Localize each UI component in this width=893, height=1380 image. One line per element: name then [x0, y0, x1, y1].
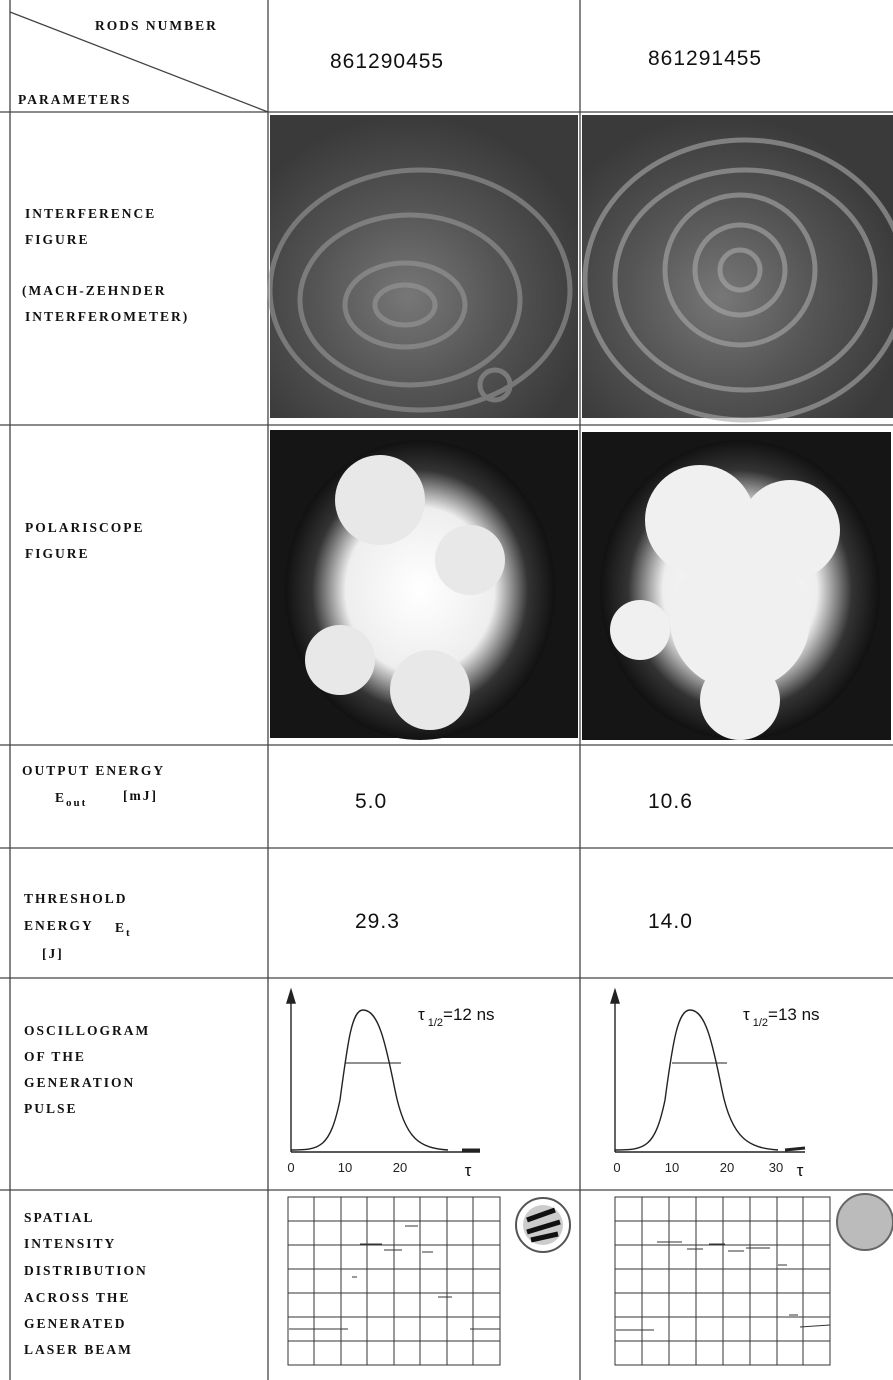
row-label: OUTPUT ENERGY: [22, 763, 165, 778]
unit: [J]: [42, 946, 64, 961]
x-tick-label: 20: [720, 1160, 734, 1175]
symbol: Eout: [55, 790, 87, 809]
x-tick-label: 20: [393, 1160, 407, 1175]
cell-value: 29.3: [355, 910, 400, 933]
tau-subscript: 1/2: [753, 1017, 768, 1029]
tau-symbol: τ: [743, 1005, 750, 1024]
interference-image: [267, 115, 578, 418]
row-label: DISTRIBUTION: [24, 1263, 148, 1278]
corner-bottom: PARAMETERS: [18, 92, 132, 107]
symbol-subscript: out: [66, 797, 87, 809]
pulse-width: τ 1/2=13 ns: [743, 1005, 820, 1029]
symbol-letter: E: [55, 790, 66, 805]
unit: [mJ]: [123, 788, 158, 803]
row-label: ENERGY: [24, 918, 94, 933]
pulse-width: τ 1/2=12 ns: [418, 1005, 495, 1029]
x-tick-label: 0: [613, 1160, 620, 1175]
x-tick-label: 10: [338, 1160, 352, 1175]
oscillogram-plot: [286, 987, 806, 1153]
row-label: FIGURE: [25, 546, 90, 561]
tau-symbol: τ: [418, 1005, 425, 1024]
tau-subscript: 1/2: [428, 1017, 443, 1029]
row-label: INTERFERENCE: [25, 206, 156, 221]
row-label: OSCILLOGRAM: [24, 1023, 150, 1038]
row-label: THRESHOLD: [24, 891, 128, 906]
row-label: (MACH-ZEHNDER: [22, 283, 167, 298]
cell-value: 10.6: [648, 790, 693, 813]
corner-top: RODS NUMBER: [95, 18, 218, 33]
intensity-grid: [287, 1196, 571, 1366]
row-label: INTENSITY: [24, 1236, 116, 1251]
x-axis-label: τ: [797, 1161, 804, 1180]
column-header: 861290455: [330, 50, 444, 73]
polariscope-image: [582, 432, 891, 740]
symbol-subscript: t: [126, 927, 132, 939]
row-label: GENERATION: [24, 1075, 135, 1090]
row-label: PULSE: [24, 1101, 78, 1116]
symbol-letter: E: [115, 920, 126, 935]
cell-value: 5.0: [355, 790, 387, 813]
row-label: LASER BEAM: [24, 1342, 133, 1357]
x-axis-label: τ: [465, 1161, 472, 1180]
column-header: 861291455: [648, 47, 762, 70]
cell-value: 14.0: [648, 910, 693, 933]
interference-image: [582, 115, 893, 423]
tau-value: =12 ns: [443, 1005, 495, 1024]
row-label: SPATIAL: [24, 1210, 95, 1225]
row-label: FIGURE: [25, 232, 90, 247]
row-label: GENERATED: [24, 1316, 127, 1331]
intensity-grid: [614, 1193, 893, 1366]
row-label: OF THE: [24, 1049, 86, 1064]
symbol: Et: [115, 920, 132, 939]
x-tick-label: 30: [769, 1160, 783, 1175]
row-label: ACROSS THE: [24, 1290, 130, 1305]
tau-value: =13 ns: [768, 1005, 820, 1024]
x-tick-label: 10: [665, 1160, 679, 1175]
x-tick-label: 0: [287, 1160, 294, 1175]
row-label: INTERFEROMETER): [25, 309, 189, 324]
polariscope-image: [270, 430, 578, 740]
row-label: POLARISCOPE: [25, 520, 145, 535]
